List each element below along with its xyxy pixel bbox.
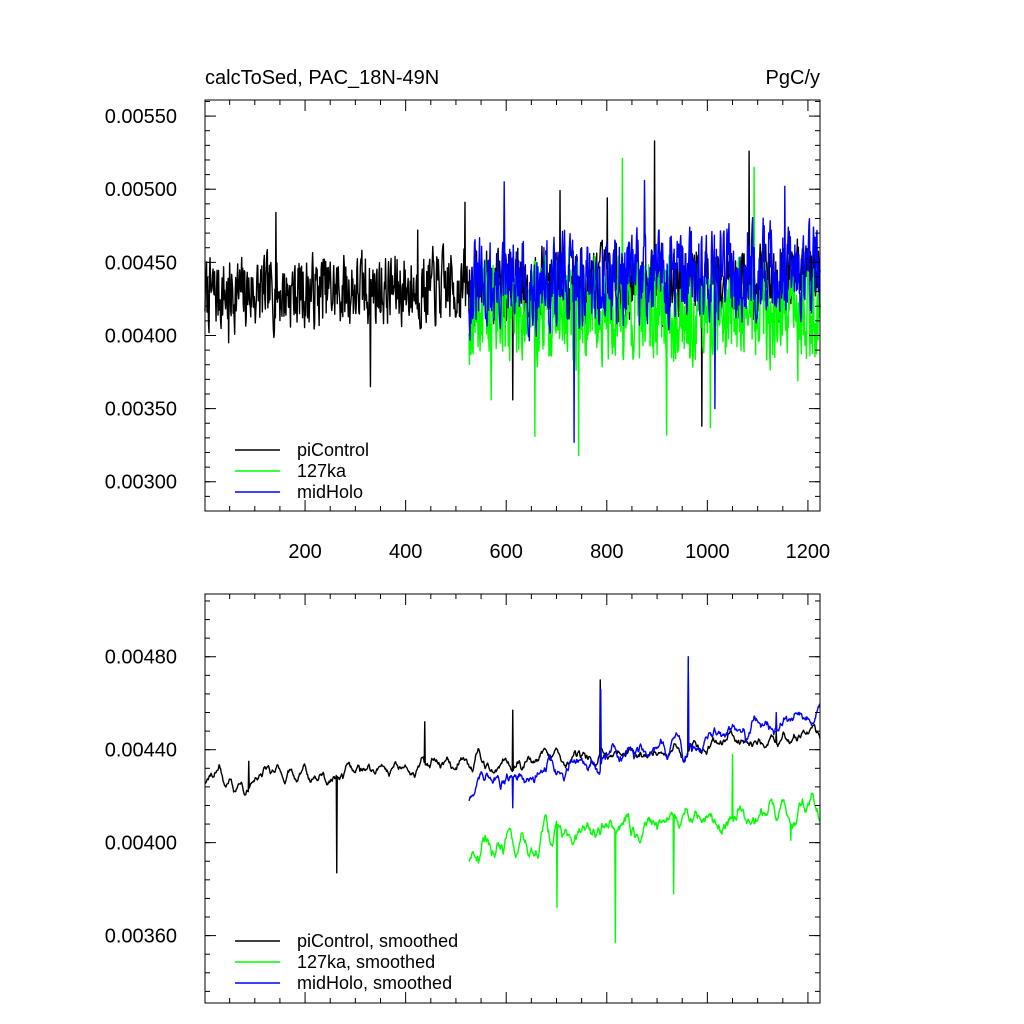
panel-top-title-left: calcToSed, PAC_18N-49N xyxy=(205,67,439,89)
series-line-127ka-smoothed xyxy=(468,753,821,944)
panel-top-frame xyxy=(204,99,821,512)
panel-top-legend: piControl 127ka midHolo xyxy=(235,440,369,502)
panel-bottom: 0.00360 0.00400 0.00440 0.00480 piControl, … xyxy=(105,593,821,1004)
x-tick-label: 400 xyxy=(389,541,422,563)
x-tick-label: 600 xyxy=(490,541,523,563)
panel-top-x-ticks: 200 400 600 800 1000 1200 xyxy=(229,100,831,563)
y-tick-label: 0.00400 xyxy=(105,325,177,347)
panel-bottom-y-ticks: 0.00360 0.00400 0.00440 0.00480 xyxy=(105,600,820,992)
series-line-midholo-smoothed xyxy=(468,656,821,809)
series-line-picontrol xyxy=(204,140,821,427)
panel-top-title-right: PgC/y xyxy=(766,67,820,89)
panel-top-y-ticks: 0.00300 0.00350 0.00400 0.00450 0.00500 0.005… xyxy=(105,100,820,512)
y-tick-label: 0.00450 xyxy=(105,252,177,274)
y-tick-label: 0.00300 xyxy=(105,472,177,494)
y-tick-label: 0.00360 xyxy=(105,926,177,948)
x-tick-label: 800 xyxy=(590,541,623,563)
legend-label-picontrol: piControl xyxy=(297,440,369,460)
y-tick-label: 0.00500 xyxy=(105,179,177,201)
y-tick-label: 0.00400 xyxy=(105,833,177,855)
y-tick-label: 0.00350 xyxy=(105,399,177,421)
series-line-picontrol-smoothed xyxy=(204,660,821,874)
legend-label-picontrol-smoothed: piControl, smoothed xyxy=(297,931,458,951)
x-tick-label: 200 xyxy=(288,541,321,563)
panel-top-series-group xyxy=(204,140,821,457)
panel-bottom-x-ticks xyxy=(229,594,809,1003)
legend-label-127ka: 127ka xyxy=(297,461,347,481)
panel-top: calcToSed, PAC_18N-49N PgC/y 0.003000.00… xyxy=(105,67,830,563)
panel-bottom-series-group xyxy=(204,656,821,944)
x-tick-label: 1200 xyxy=(786,541,831,563)
y-tick-label: 0.00440 xyxy=(105,740,177,762)
legend-label-midholo-smoothed: midHolo, smoothed xyxy=(297,973,452,993)
legend-label-midholo: midHolo xyxy=(297,482,363,502)
series-line-midholo xyxy=(468,179,821,443)
y-tick-label: 0.00480 xyxy=(105,647,177,669)
x-tick-label: 1000 xyxy=(685,541,730,563)
panel-bottom-frame xyxy=(204,593,821,1004)
y-tick-label: 0.00550 xyxy=(105,106,177,128)
legend-label-127ka-smoothed: 127ka, smoothed xyxy=(297,952,435,972)
panel-bottom-legend: piControl, smoothed 127ka, smoothed midH… xyxy=(235,931,458,993)
